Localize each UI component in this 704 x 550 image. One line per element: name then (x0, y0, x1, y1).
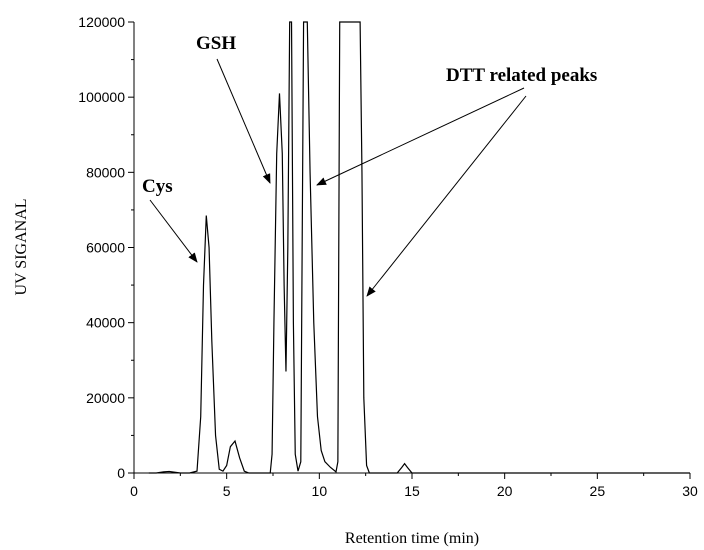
x-tick-label: 0 (130, 483, 138, 499)
annotations: Cys GSH DTT related peaks (142, 33, 597, 297)
x-tick-label: 25 (590, 483, 606, 499)
x-tick-label: 20 (497, 483, 513, 499)
arrow-dtt-1 (316, 87, 525, 186)
x-tick-label: 10 (312, 483, 328, 499)
arrow-gsh (216, 58, 271, 184)
x-tick-label: 5 (223, 483, 231, 499)
y-tick-label: 0 (117, 465, 125, 481)
y-tick-label: 100000 (78, 89, 125, 105)
y-tick-label: 20000 (86, 390, 125, 406)
axes (133, 22, 690, 474)
y-tick-label: 40000 (86, 315, 125, 331)
x-tick-label: 30 (682, 483, 698, 499)
annotation-dtt: DTT related peaks (446, 65, 597, 86)
arrow-cys (149, 199, 198, 263)
annotation-gsh: GSH (196, 33, 236, 54)
y-tick-label: 80000 (86, 164, 125, 180)
x-axis-label: Retention time (min) (345, 530, 479, 547)
x-tick-label: 15 (404, 483, 420, 499)
y-axis-label: UV SIGANAL (13, 198, 30, 295)
chromatogram-trace (148, 21, 690, 474)
y-tick-label: 60000 (86, 240, 125, 256)
ticks: 0 5 10 15 20 25 30 0 20000 40000 60000 80000 100000 1… (78, 14, 698, 499)
arrow-dtt-2 (366, 95, 527, 297)
y-tick-label: 120000 (78, 14, 125, 30)
annotation-cys: Cys (142, 176, 173, 197)
